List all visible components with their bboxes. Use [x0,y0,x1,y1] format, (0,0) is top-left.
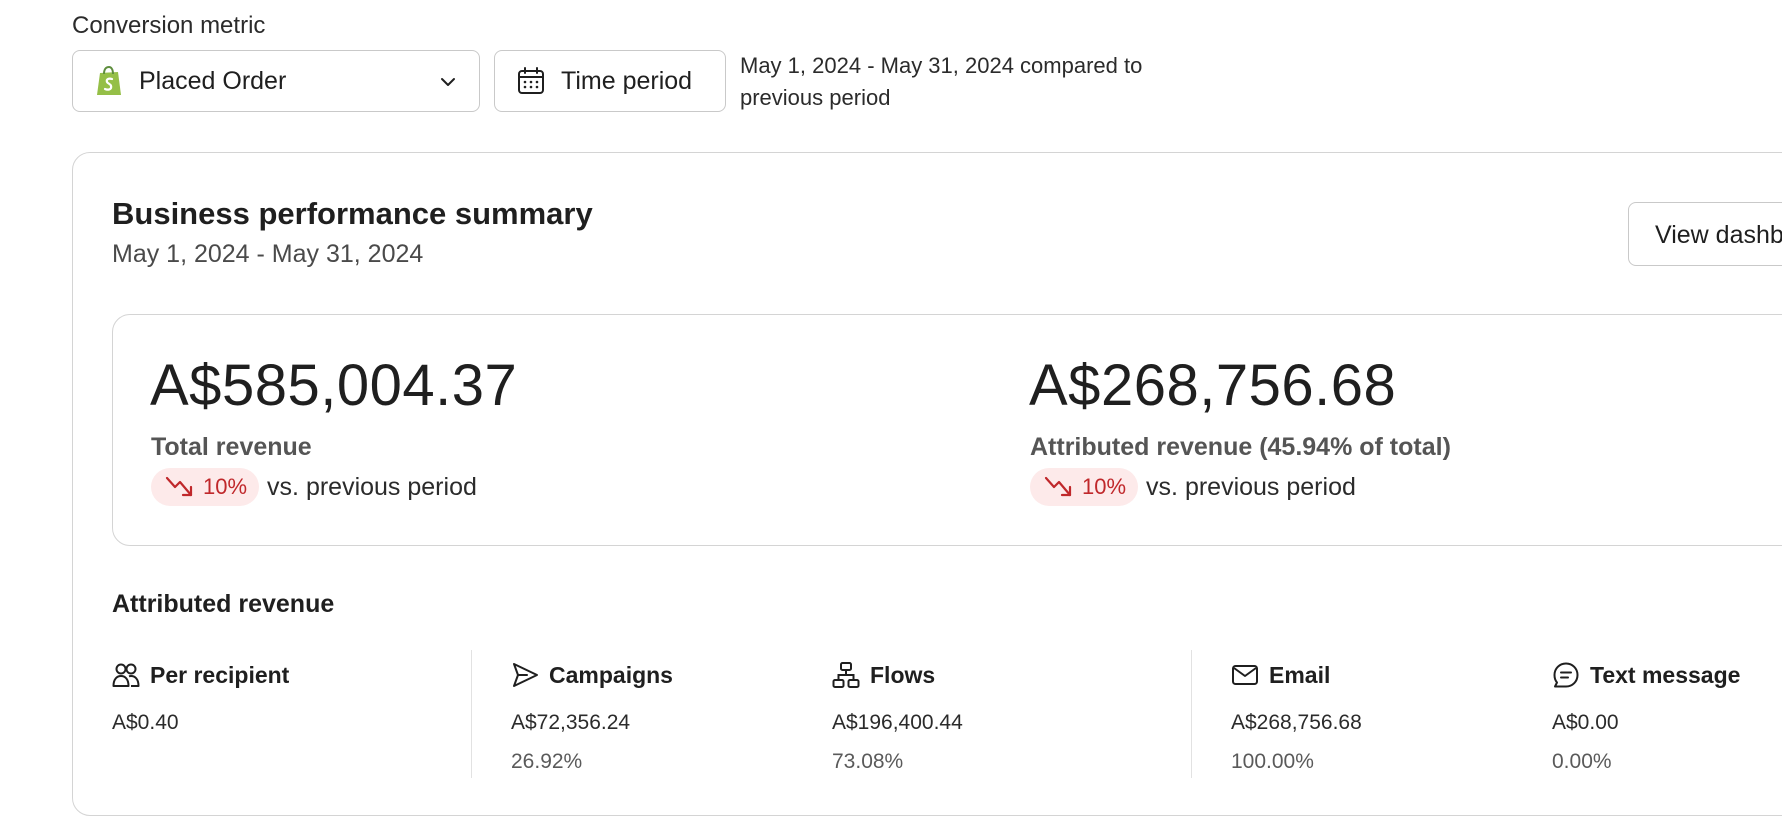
conversion-metric-value: Placed Order [139,66,287,95]
attributed-revenue-heading: Attributed revenue [112,590,335,618]
text-message-label: Text message [1590,661,1741,688]
email-label: Email [1269,661,1331,688]
revenue-stats-card [112,314,1782,546]
attributed-revenue-trend-badge: 10% [1030,468,1139,506]
campaigns-percent: 26.92% [511,750,583,773]
attributed-revenue-trend-row: 10% vs. previous period [1030,468,1356,506]
email-value: A$268,756.68 [1231,711,1362,734]
column-divider [471,650,472,778]
flows-value: A$196,400.44 [832,711,963,734]
campaigns-header: Campaigns [511,661,673,689]
total-revenue-trend-badge: 10% [151,468,260,506]
conversion-metric-label: Conversion metric [72,12,266,39]
send-icon [513,663,538,687]
flows-header: Flows [832,661,935,689]
attributed-revenue-value: A$268,756.68 [1029,353,1397,418]
flow-icon [832,662,860,688]
text-message-value: A$0.00 [1552,711,1619,734]
total-revenue-vs-text: vs. previous period [267,472,477,501]
total-revenue-trend-value: 10% [203,474,248,499]
attributed-revenue-label: Attributed revenue (45.94% of total) [1030,433,1451,461]
time-period-label: Time period [561,66,693,95]
people-icon [112,663,140,687]
attributed-revenue-vs-text: vs. previous period [1146,472,1356,501]
total-revenue-trend-row: 10% vs. previous period [151,468,477,506]
date-compare-text: May 1, 2024 - May 31, 2024 compared to p… [740,53,1143,110]
trend-down-icon [1044,476,1072,497]
per-recipient-header: Per recipient [112,661,289,689]
trend-down-icon [165,476,193,497]
message-icon [1553,662,1579,688]
calendar-icon [518,67,544,94]
campaigns-label: Campaigns [549,661,673,688]
campaigns-value: A$72,356.24 [511,711,631,734]
shopify-bag-icon [97,65,121,95]
email-percent: 100.00% [1231,750,1314,773]
text-message-header: Text message [1552,661,1740,689]
chevron-down-icon [441,78,455,86]
card-title: Business performance summary [112,196,593,231]
total-revenue-label: Total revenue [151,433,312,461]
email-header: Email [1231,661,1330,689]
card-date-range: May 1, 2024 - May 31, 2024 [112,240,424,268]
mail-icon [1232,665,1258,685]
text-message-percent: 0.00% [1552,750,1612,773]
flows-percent: 73.08% [832,750,904,773]
column-divider [1191,650,1192,778]
per-recipient-value: A$0.40 [112,711,179,734]
view-dashboard-button[interactable]: View dashb [1628,202,1782,266]
total-revenue-value: A$585,004.37 [150,353,518,418]
time-period-button[interactable]: Time period [494,50,726,112]
attributed-revenue-trend-value: 10% [1082,474,1127,499]
flows-label: Flows [870,661,936,688]
per-recipient-label: Per recipient [150,661,290,688]
conversion-metric-select[interactable]: Placed Order [72,50,480,112]
